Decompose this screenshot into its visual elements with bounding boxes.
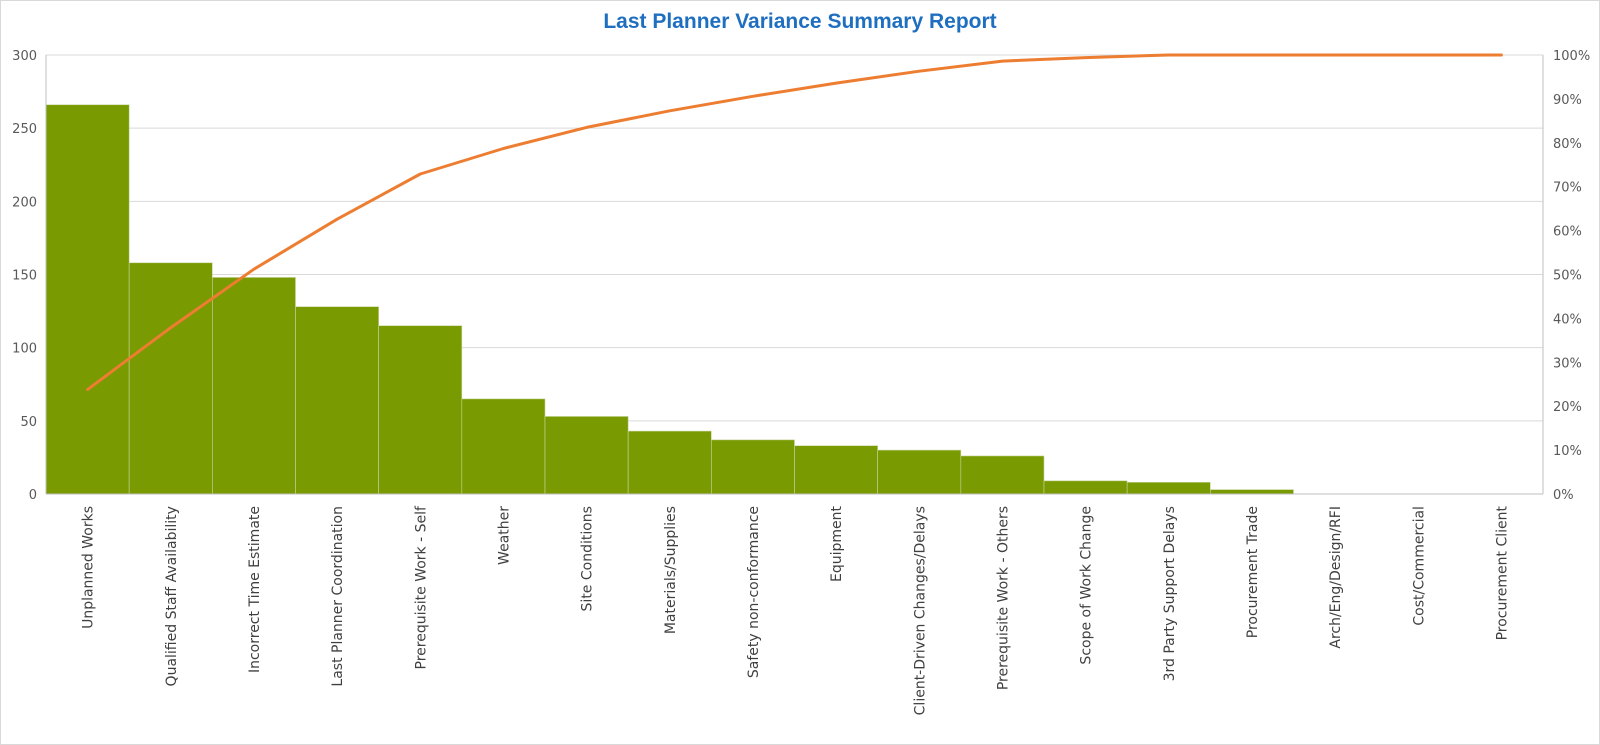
left-tick-label: 0	[29, 488, 37, 503]
axes	[45, 55, 1544, 495]
cumulative-line-series	[86, 53, 1503, 391]
bar	[461, 398, 546, 495]
category-label: Safety non-conformance	[746, 506, 762, 678]
bar	[1126, 481, 1211, 495]
bar	[877, 449, 962, 495]
bar	[627, 430, 712, 495]
left-tick-label: 200	[12, 195, 37, 210]
category-label: Equipment	[829, 506, 845, 583]
category-label: Site Conditions	[580, 506, 596, 611]
category-label: Qualified Staff Availability	[164, 506, 180, 686]
category-label: Weather	[496, 506, 512, 565]
bar	[960, 455, 1045, 495]
right-tick-label: 20%	[1553, 400, 1582, 415]
bar	[1210, 489, 1294, 495]
category-label: Materials/Supplies	[663, 506, 679, 634]
category-label: Scope of Work Change	[1079, 506, 1095, 665]
category-label: Prerequisite Work - Self	[413, 505, 429, 669]
bar	[45, 104, 130, 495]
chart-title: Last Planner Variance Summary Report	[603, 10, 997, 33]
category-label: Prerequisite Work - Others	[995, 506, 1011, 690]
right-tick-label: 50%	[1553, 269, 1582, 284]
bar	[295, 306, 379, 495]
right-tick-label: 0%	[1553, 488, 1574, 503]
category-label: Incorrect Time Estimate	[247, 506, 263, 673]
bar	[544, 416, 629, 495]
bar	[212, 277, 296, 495]
category-label: Procurement Client	[1494, 505, 1510, 640]
bar	[128, 262, 213, 495]
category-label: Unplanned Works	[81, 506, 97, 629]
right-tick-label: 60%	[1553, 225, 1582, 240]
category-label: Client-Driven Changes/Delays	[912, 506, 928, 715]
bar	[794, 445, 878, 495]
bar	[378, 325, 463, 495]
bar	[1043, 480, 1128, 495]
bar	[711, 439, 795, 495]
category-labels: Unplanned Works Qualified Staff Availabil…	[81, 505, 1511, 715]
bar-series	[45, 104, 1294, 495]
left-tick-label: 150	[12, 269, 37, 284]
category-label: 3rd Party Support Delays	[1162, 506, 1178, 681]
right-tick-label: 40%	[1553, 312, 1582, 327]
left-axis-ticks: 0 50 100 150 200 250 300	[12, 49, 37, 503]
category-label: Procurement Trade	[1245, 506, 1261, 638]
category-label: Last Planner Coordination	[330, 506, 346, 687]
category-label: Cost/Commercial	[1411, 506, 1427, 626]
category-label: Arch/Eng/Design/RFI	[1328, 506, 1344, 649]
right-tick-label: 10%	[1553, 444, 1582, 459]
left-tick-label: 100	[12, 342, 37, 357]
right-axis-ticks: 0% 10% 20% 30% 40% 50% 60% 70% 80% 90% 100%	[1553, 49, 1590, 503]
right-tick-label: 70%	[1553, 181, 1582, 196]
cumulative-line	[86, 53, 1503, 391]
left-tick-label: 250	[12, 122, 37, 137]
right-tick-label: 90%	[1553, 93, 1582, 108]
left-tick-label: 50	[20, 415, 37, 430]
right-tick-label: 80%	[1553, 137, 1582, 152]
right-tick-label: 30%	[1553, 356, 1582, 371]
left-tick-label: 300	[12, 49, 37, 64]
right-tick-label: 100%	[1553, 49, 1590, 64]
